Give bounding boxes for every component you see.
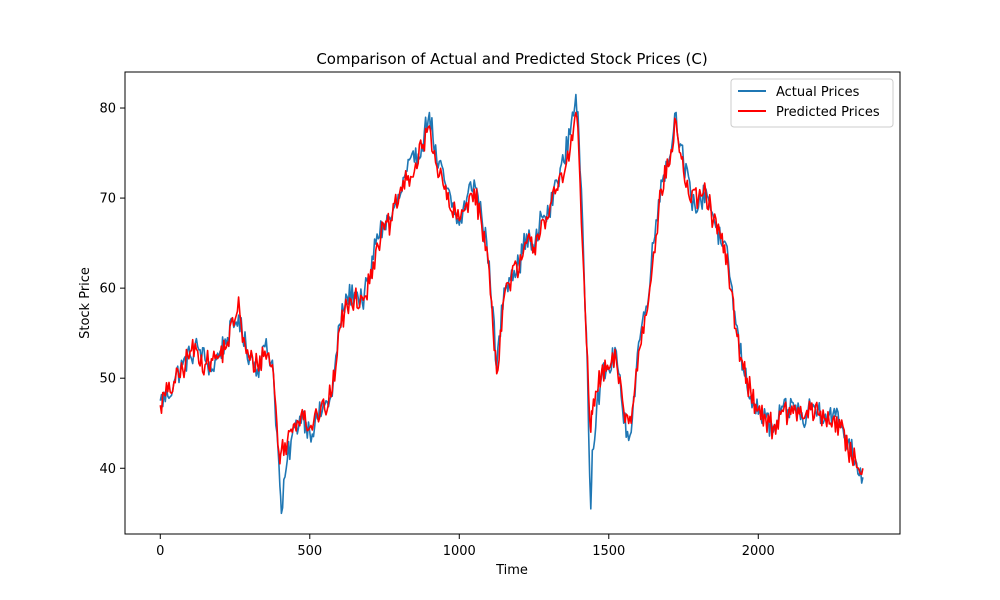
y-axis-label: Stock Price bbox=[78, 267, 93, 339]
series-line-predicted bbox=[159, 111, 864, 476]
x-axis-label: Time bbox=[495, 563, 528, 578]
legend-label-predicted: Predicted Prices bbox=[776, 105, 880, 120]
plot-frame bbox=[124, 71, 901, 535]
legend: Actual Prices Predicted Prices bbox=[730, 78, 894, 128]
series-layer bbox=[159, 93, 864, 515]
y-tick-label: 70 bbox=[99, 192, 116, 207]
x-tick-label: 500 bbox=[297, 544, 322, 559]
chart-title: Comparison of Actual and Predicted Stock… bbox=[316, 50, 707, 68]
y-tick-label: 80 bbox=[99, 102, 116, 117]
x-tick-label: 2000 bbox=[742, 544, 775, 559]
x-tick-label: 1500 bbox=[592, 544, 625, 559]
y-tick-label: 60 bbox=[99, 282, 116, 297]
x-tick-label: 0 bbox=[156, 544, 164, 559]
plot-background bbox=[125, 72, 900, 534]
y-tick-label: 40 bbox=[99, 462, 116, 477]
y-tick-label: 50 bbox=[99, 372, 116, 387]
y-axis: 40 50 60 70 80 bbox=[99, 102, 125, 477]
plot-area bbox=[124, 71, 901, 535]
legend-box bbox=[730, 78, 894, 128]
x-tick-label: 1000 bbox=[443, 544, 476, 559]
legend-label-actual: Actual Prices bbox=[776, 85, 860, 100]
x-axis: 0 500 1000 1500 2000 bbox=[156, 534, 775, 559]
